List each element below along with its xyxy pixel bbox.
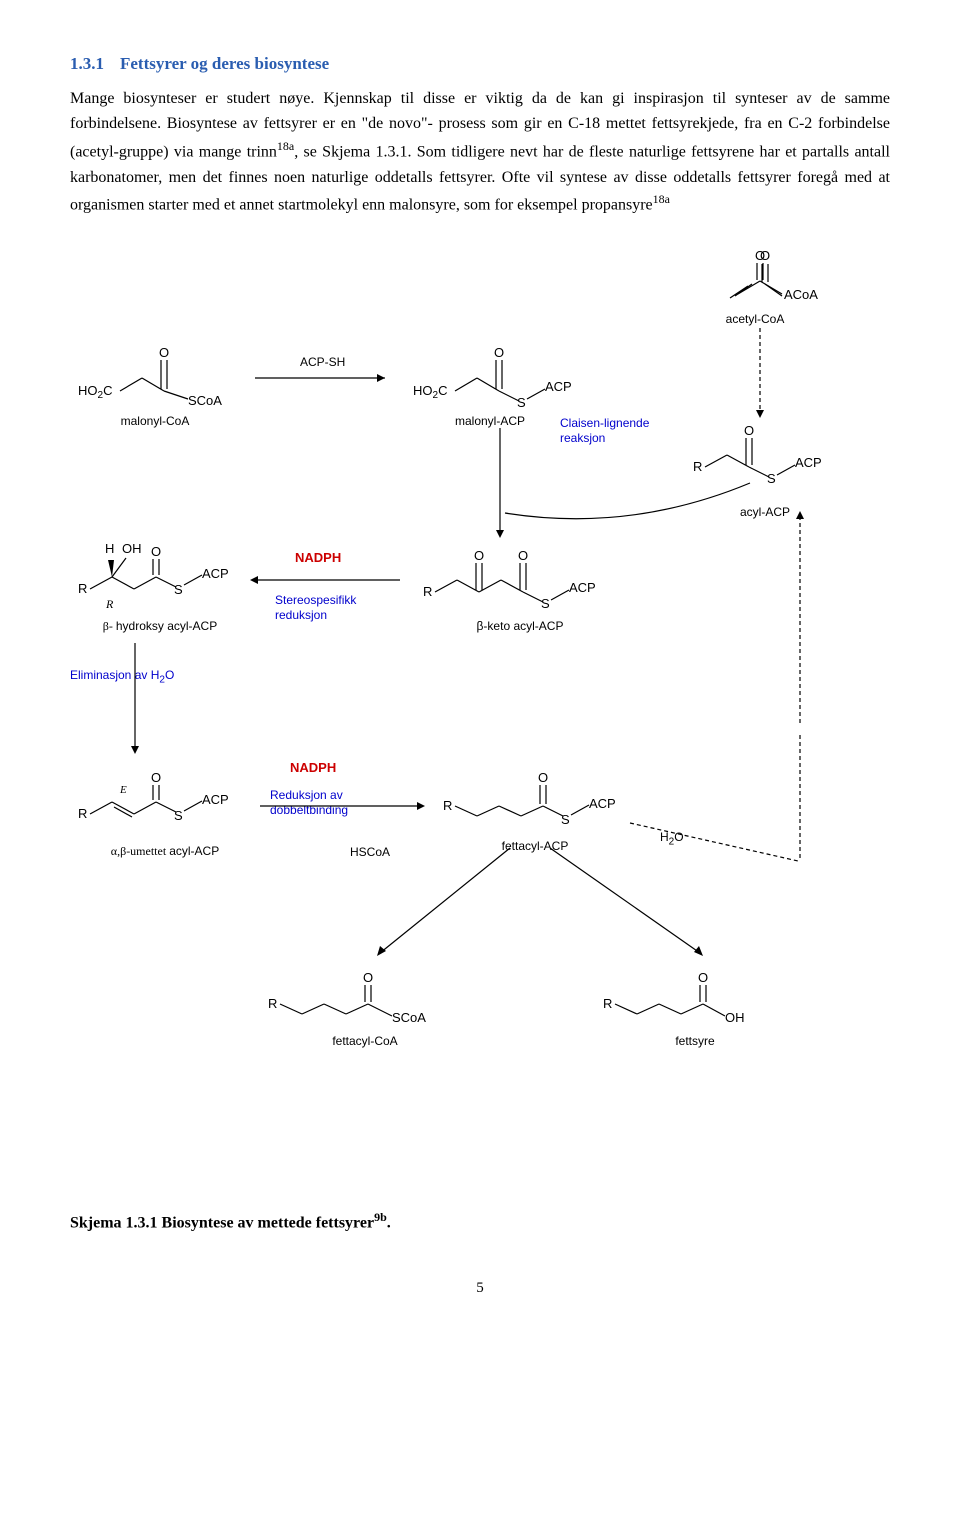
mol-beta-hydroxy: R H OH O S ACP R β- hydroksy acyl-ACP bbox=[70, 538, 250, 636]
atom-ho2c-tail-2: C bbox=[438, 383, 447, 398]
mol-fettsyre: R O OH fettsyre bbox=[595, 968, 795, 1051]
atom-o-bk1: O bbox=[474, 548, 484, 563]
label-bh-pre: β- bbox=[103, 619, 116, 633]
scheme-caption: Skjema 1.3.1 Biosyntese av mettede fetts… bbox=[70, 1208, 890, 1236]
label-eliminasjon: Eliminasjon av H2O bbox=[70, 668, 174, 686]
atom-o-bk2: O bbox=[518, 548, 528, 563]
elim-tail: O bbox=[165, 668, 174, 682]
atom-oh-1: OH bbox=[122, 541, 142, 556]
atom-ho2c-tail-1: C bbox=[103, 383, 112, 398]
label-nadph-1: NADPH bbox=[295, 548, 341, 569]
atom-acp-3: ACP bbox=[569, 580, 596, 595]
label-nadph-2: NADPH bbox=[290, 758, 336, 779]
atom-s-6: S bbox=[561, 812, 570, 827]
label-beta-keto: β-keto acyl-ACP bbox=[477, 619, 564, 633]
elim-text: Eliminasjon av H bbox=[70, 668, 159, 682]
arrow-dashed-2 bbox=[790, 508, 810, 728]
sup-ref-2: 18a bbox=[653, 192, 670, 206]
atom-e-italic: E bbox=[119, 784, 127, 796]
atom-r-2: R bbox=[423, 584, 432, 599]
label-acetyl-coa: acetyl-CoA bbox=[726, 310, 785, 329]
label-malonyl-coa: malonyl-CoA bbox=[121, 412, 190, 431]
svg-text:HO2C: HO2C bbox=[413, 383, 447, 401]
atom-scoa-1: SCoA bbox=[188, 393, 222, 408]
arrow-4 bbox=[260, 796, 430, 816]
atom-r-7: R bbox=[603, 996, 612, 1011]
label-fettacyl-coa: fettacyl-CoA bbox=[332, 1032, 397, 1051]
atom-o-ab: O bbox=[151, 770, 161, 785]
mol-beta-keto: R O O S ACP β-keto acyl-ACP bbox=[415, 548, 625, 636]
label-fettsyre: fettsyre bbox=[675, 1032, 714, 1051]
atom-o-fc: O bbox=[363, 970, 373, 985]
atom-s-3: S bbox=[541, 596, 550, 611]
atom-s-1: S bbox=[517, 395, 526, 410]
caption-text: Skjema 1.3.1 Biosyntese av mettede fetts… bbox=[70, 1215, 374, 1232]
atom-acp-1: ACP bbox=[545, 379, 572, 394]
atom-ho2c-2: HO bbox=[413, 383, 433, 398]
atom-o-bh: O bbox=[151, 544, 161, 559]
atom-acp-2: ACP bbox=[795, 455, 822, 470]
section-number: 1.3.1 bbox=[70, 54, 104, 73]
atom-acp-4: ACP bbox=[202, 566, 229, 581]
atom-o-fs: O bbox=[698, 970, 708, 985]
svg-text:HO2C: HO2C bbox=[78, 383, 112, 401]
mol-fettacyl-coa: R O SCoA fettacyl-CoA bbox=[260, 968, 470, 1051]
atom-r-5: R bbox=[443, 798, 452, 813]
atom-ho2c-1: HO bbox=[78, 383, 98, 398]
arrow-dashed-1 bbox=[750, 328, 770, 423]
arrow-3 bbox=[125, 643, 145, 758]
caption-sup: 9b bbox=[374, 1210, 387, 1224]
page-number: 5 bbox=[70, 1276, 890, 1300]
atom-o-ma: O bbox=[494, 345, 504, 360]
label-bh: hydroksy acyl-ACP bbox=[116, 619, 217, 633]
caption-tail: . bbox=[387, 1215, 391, 1232]
scheme-figure: O O ACoA acetyl-CoA HO2C bbox=[70, 248, 890, 1188]
section-heading: 1.3.1 Fettsyrer og deres biosyntese bbox=[70, 50, 890, 78]
section-title: Fettsyrer og deres biosyntese bbox=[120, 54, 329, 73]
label-ab: acyl-ACP bbox=[169, 844, 219, 858]
atom-r-3: R bbox=[78, 581, 87, 596]
atom-s-4: S bbox=[174, 582, 183, 597]
arrow-2 bbox=[245, 570, 405, 590]
mol-acetyl-coa: O O ACoA acetyl-CoA bbox=[710, 248, 800, 329]
atom-acp-5: ACP bbox=[202, 792, 229, 807]
mol-ab-umettet: R E O S ACP α,β-umettet acyl-ACP bbox=[70, 768, 260, 861]
atom-r-italic: R bbox=[105, 597, 114, 611]
label-ab-pre: α,β-umettet bbox=[111, 844, 169, 858]
atom-scoa-2: SCoA bbox=[392, 1010, 426, 1025]
arrow-curved-1 bbox=[490, 423, 770, 563]
atom-s-5: S bbox=[174, 808, 183, 823]
atom-r-6: R bbox=[268, 996, 277, 1011]
arrow-to-dashed bbox=[630, 813, 805, 873]
label-stereo: Stereospesifikk reduksjon bbox=[275, 593, 375, 622]
atom-acp-6: ACP bbox=[589, 796, 616, 811]
body-paragraph: Mange biosynteser er studert nøye. Kjenn… bbox=[70, 86, 890, 219]
mol-malonyl-coa: HO2C O SCoA malonyl-CoA bbox=[70, 343, 240, 431]
atom-o2: O bbox=[755, 248, 765, 263]
mol-malonyl-acp: HO2C O S ACP malonyl-ACP bbox=[405, 343, 575, 431]
mol-fettacyl-acp: R O S ACP fettacyl-ACP bbox=[435, 768, 635, 856]
atom-o-fa: O bbox=[538, 770, 548, 785]
atom-h-1: H bbox=[105, 541, 114, 556]
atom-o-mc: O bbox=[159, 345, 169, 360]
atom-r-4: R bbox=[78, 806, 87, 821]
sup-ref-1: 18a bbox=[277, 139, 294, 153]
atom-acoa: ACoA bbox=[784, 287, 818, 302]
arrow-1 bbox=[255, 368, 395, 388]
atom-oh-2: OH bbox=[725, 1010, 745, 1025]
